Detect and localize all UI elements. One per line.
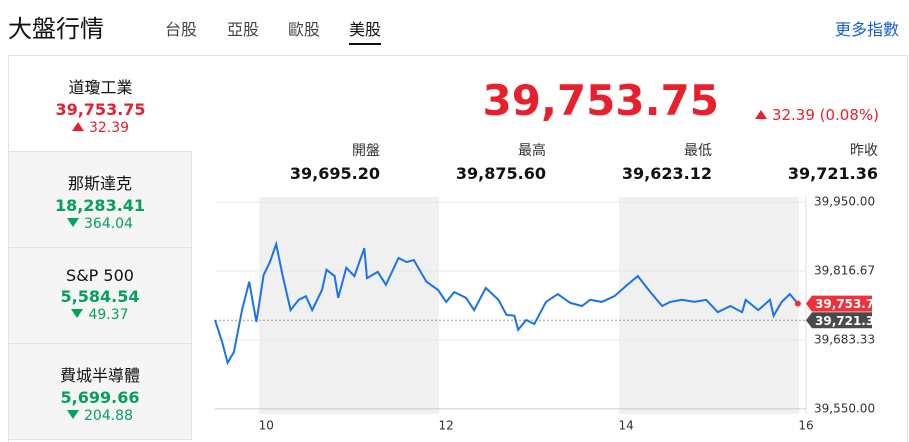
tab[interactable]: 美股 (349, 16, 382, 45)
index-change: 204.88 (9, 408, 191, 424)
x-tick-label: 14 (618, 419, 633, 433)
stat: 開盤 39,695.20 (220, 140, 380, 183)
index-item[interactable]: 那斯達克 18,283.41 364.04 (9, 152, 192, 248)
index-name: 道瓊工業 (68, 78, 133, 97)
index-item[interactable]: 費城半導體 5,699.66 204.88 (9, 344, 192, 440)
chart: 39,550.00 39,683.33 39,816.67 39,950.00 10 12… (214, 195, 883, 433)
index-name: 那斯達克 (67, 174, 132, 193)
price: 39,753.75 (482, 76, 719, 125)
stat-label: 開盤 (352, 143, 380, 159)
index-value: 5,699.66 (60, 388, 140, 407)
tab[interactable]: 台股 (165, 20, 198, 39)
index-change: 49.37 (9, 307, 191, 323)
index-change: 364.04 (9, 216, 191, 232)
tab[interactable]: 歐股 (288, 20, 321, 39)
more-link[interactable]: 更多指數 (834, 20, 899, 39)
stat: 最高 39,875.60 (386, 140, 546, 183)
stat: 昨收 39,721.36 (718, 140, 878, 183)
session-band (619, 197, 799, 414)
x-tick-label: 10 (259, 419, 274, 433)
stat-value: 39,695.20 (289, 164, 380, 183)
price-tag-label: 39,721.36 (815, 314, 883, 328)
y-tick-label: 39,950.00 (814, 195, 875, 209)
index-name: S&P 500 (66, 266, 134, 285)
panel (8, 55, 908, 442)
arrow (67, 410, 79, 419)
index-value: 18,283.41 (54, 196, 146, 215)
stat-value: 39,875.60 (455, 164, 546, 183)
stat-label: 昨收 (850, 143, 878, 159)
index-name: 費城半導體 (59, 366, 140, 385)
change-value: 49.37 (88, 307, 129, 323)
stat-value: 39,721.36 (787, 164, 878, 183)
change-value: 204.88 (84, 408, 133, 424)
x-tick-label: 16 (798, 419, 813, 433)
change-value: 364.04 (84, 216, 133, 232)
price-tag (806, 295, 872, 312)
stat-value: 39,623.12 (621, 164, 712, 183)
price-tag-label: 39,753.75 (815, 297, 883, 311)
index-change: 32.39 (9, 120, 192, 136)
y-tick-label: 39,683.33 (814, 332, 875, 346)
price-tag (806, 312, 872, 329)
tab[interactable]: 亞股 (227, 20, 260, 39)
change-value: 32.39 (88, 120, 130, 136)
index-item[interactable]: S&P 500 5,584.54 49.37 (9, 248, 192, 344)
stat: 最低 39,623.12 (552, 140, 712, 183)
arrow (67, 218, 79, 227)
x-tick-label: 12 (439, 419, 454, 433)
price-change: 32.39 (0.08%) (754, 106, 879, 124)
last-point (794, 300, 801, 307)
stat-label: 最高 (518, 143, 546, 159)
index-value: 5,584.54 (60, 287, 140, 306)
index-item[interactable]: 道瓊工業 39,753.75 32.39 (9, 56, 192, 152)
price-line (214, 240, 799, 366)
y-tick-label: 39,550.00 (814, 401, 875, 415)
arrow (71, 122, 84, 131)
change-text: 32.39 (0.08%) (771, 106, 879, 124)
stat-label: 最低 (684, 143, 712, 159)
arrow (71, 309, 84, 318)
page-title: 大盤行情 (8, 15, 104, 43)
session-band (259, 197, 440, 414)
y-tick-label: 39,816.67 (814, 264, 875, 278)
index-value: 39,753.75 (55, 100, 146, 119)
